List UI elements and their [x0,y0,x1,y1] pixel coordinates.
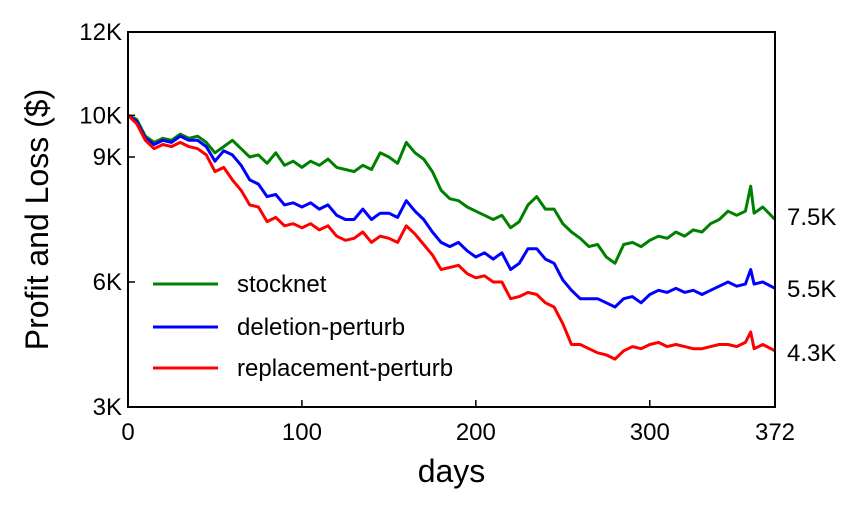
x-tick-label: 0 [121,419,134,446]
y-axis: 3K 6K 9K 10K 12K [79,19,135,421]
y-axis-title: Profit and Loss ($) [19,89,55,350]
series-lines [126,113,777,361]
x-tick-label: 300 [630,419,670,446]
y-tick-label: 9K [93,144,122,171]
end-label-0: 7.5K [787,204,836,231]
end-label-2: 4.3K [787,340,836,367]
x-axis-title: days [418,453,486,489]
y-tick-label: 6K [93,269,122,296]
y-tick-label: 12K [79,19,122,46]
series-end-labels: 7.5K 5.5K 4.3K [787,204,836,367]
x-tick-label: 372 [755,419,795,446]
series-line-1 [127,114,776,309]
end-label-1: 5.5K [787,276,836,303]
plot-area-frame [127,31,776,408]
series-line-0 [127,113,777,265]
series-line-2 [126,114,776,361]
legend-label-2: replacement-perturb [237,355,453,382]
x-tick-label: 100 [282,419,322,446]
x-tick-label: 200 [456,419,496,446]
legend-label-0: stocknet [237,271,327,298]
legend: stocknet deletion-perturb replacement-pert… [153,271,453,382]
legend-label-1: deletion-perturb [237,314,405,341]
y-tick-label: 10K [79,102,122,129]
x-axis: 0 100 200 300 372 [121,400,795,446]
y-tick-label: 3K [93,394,122,421]
